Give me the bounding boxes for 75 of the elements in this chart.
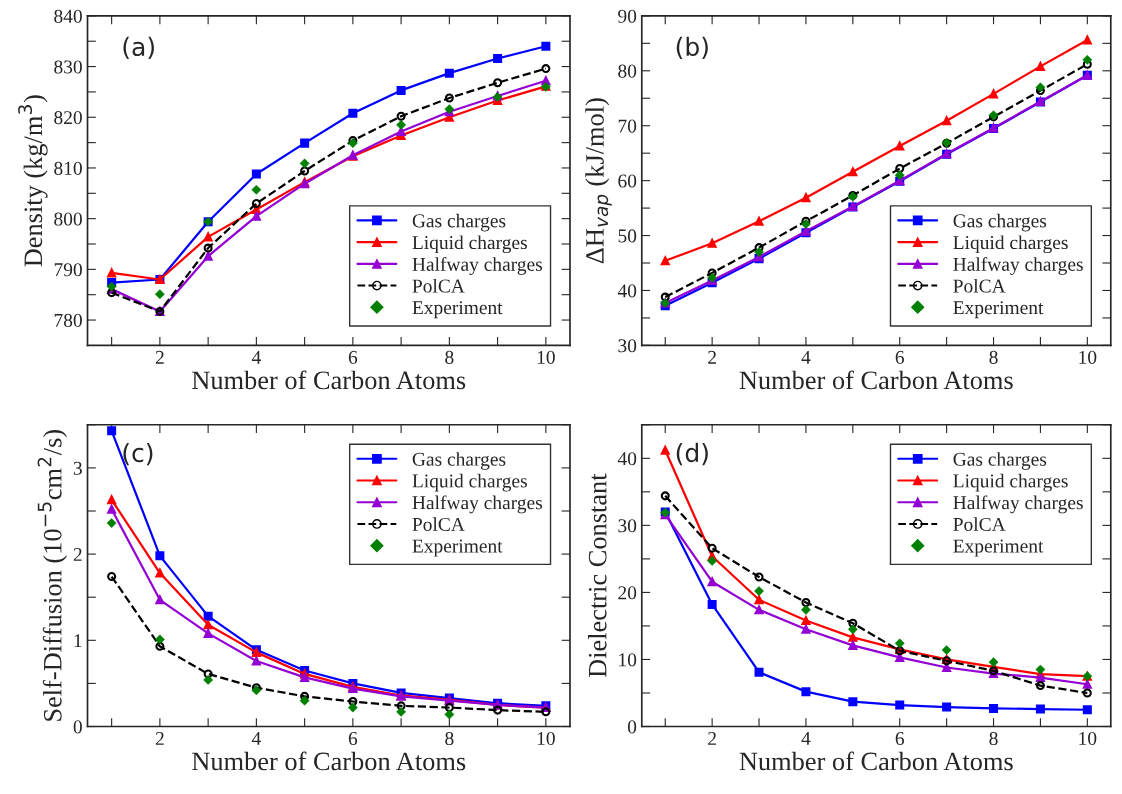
x-axis-title: Number of Carbon Atoms xyxy=(739,751,1013,771)
x-tick-label: 2 xyxy=(155,731,164,745)
legend-label: Liquid charges xyxy=(953,235,1068,254)
y-tick-label: 20 xyxy=(618,586,637,600)
annotation: (b) xyxy=(676,36,708,60)
x-axis-title: Number of Carbon Atoms xyxy=(192,751,466,771)
legend-label: Gas charges xyxy=(412,213,506,232)
x-tick-label: 10 xyxy=(1079,731,1097,746)
legend-label: Gas charges xyxy=(953,213,1047,232)
y-tick-label: 0 xyxy=(73,720,82,734)
x-tick-label: 4 xyxy=(801,350,811,364)
x-tick-label: 8 xyxy=(445,731,454,746)
x-tick-label: 6 xyxy=(895,350,905,364)
y-tick-label: 30 xyxy=(618,339,637,353)
y-tick-label: 800 xyxy=(54,212,82,226)
legend-label: PolCA xyxy=(953,278,1006,293)
x-axis-title: Number of Carbon Atoms xyxy=(739,370,1013,390)
x-tick-label: 8 xyxy=(989,731,998,746)
legend-label: Experiment xyxy=(953,539,1044,557)
legend-label: Experiment xyxy=(412,539,503,557)
legend-label: Experiment xyxy=(412,301,503,319)
annotation: (a) xyxy=(123,36,154,60)
legend-label: Gas charges xyxy=(412,452,506,470)
legend-label: Halfway charges xyxy=(953,257,1083,275)
y-tick-label: 780 xyxy=(54,313,82,327)
x-tick-label: 2 xyxy=(155,350,164,364)
y-tick-label: 80 xyxy=(618,64,637,78)
y-axis-title: Dielectric Constant xyxy=(587,473,607,678)
x-tick-label: 2 xyxy=(708,731,716,745)
x-tick-label: 6 xyxy=(895,731,905,746)
x-axis-title: Number of Carbon Atoms xyxy=(192,370,466,390)
x-tick-label: 2 xyxy=(708,350,716,364)
x-tick-label: 8 xyxy=(445,350,454,364)
y-tick-label: 820 xyxy=(54,111,82,125)
x-tick-label: 4 xyxy=(801,732,811,745)
y-tick-label: 3 xyxy=(73,461,82,475)
x-tick-label: 10 xyxy=(537,350,555,364)
legend-label: PolCA xyxy=(412,517,465,531)
x-tick-label: 4 xyxy=(251,732,261,745)
x-tick-label: 10 xyxy=(537,731,555,746)
y-axis-title: ΔH$_{vap}$ (kJ/mol) xyxy=(585,98,612,264)
x-tick-label: 6 xyxy=(348,350,358,364)
y-tick-label: 10 xyxy=(619,653,637,667)
y-tick-label: 30 xyxy=(618,519,637,533)
annotation: (d) xyxy=(676,442,708,466)
annotation: (c) xyxy=(123,442,153,466)
y-tick-label: 830 xyxy=(54,60,82,74)
y-tick-label: 0 xyxy=(627,720,637,734)
y-tick-label: 840 xyxy=(54,9,82,23)
legend-label: Halfway charges xyxy=(953,495,1083,514)
x-tick-label: 4 xyxy=(251,350,261,364)
y-tick-label: 50 xyxy=(618,229,637,243)
legend-label: PolCA xyxy=(412,278,465,293)
legend-label: Halfway charges xyxy=(412,495,543,514)
x-tick-label: 8 xyxy=(989,350,998,364)
y-tick-label: 1 xyxy=(74,634,82,648)
legend-label: PolCA xyxy=(953,517,1006,531)
y-axis-title: Density (kg/m$^{3}$) xyxy=(18,95,48,267)
y-tick-label: 40 xyxy=(617,284,637,298)
y-tick-label: 2 xyxy=(73,547,82,561)
y-axis-title: Self-Diffusion (10$^{−5}$cm$^{2}$/s) xyxy=(37,430,67,721)
y-tick-label: 60 xyxy=(618,174,637,188)
legend-label: Liquid charges xyxy=(412,473,527,492)
legend-label: Liquid charges xyxy=(953,473,1068,492)
x-tick-label: 6 xyxy=(348,731,358,746)
legend-label: Halfway charges xyxy=(412,257,543,275)
x-tick-label: 10 xyxy=(1079,350,1097,364)
legend-label: Gas charges xyxy=(953,452,1047,470)
y-tick-label: 790 xyxy=(54,263,82,277)
y-tick-label: 70 xyxy=(618,119,637,133)
y-tick-label: 40 xyxy=(617,452,637,466)
y-tick-label: 810 xyxy=(54,161,82,175)
y-tick-label: 90 xyxy=(618,9,637,23)
legend-label: Liquid charges xyxy=(412,235,527,254)
legend-label: Experiment xyxy=(953,301,1044,319)
